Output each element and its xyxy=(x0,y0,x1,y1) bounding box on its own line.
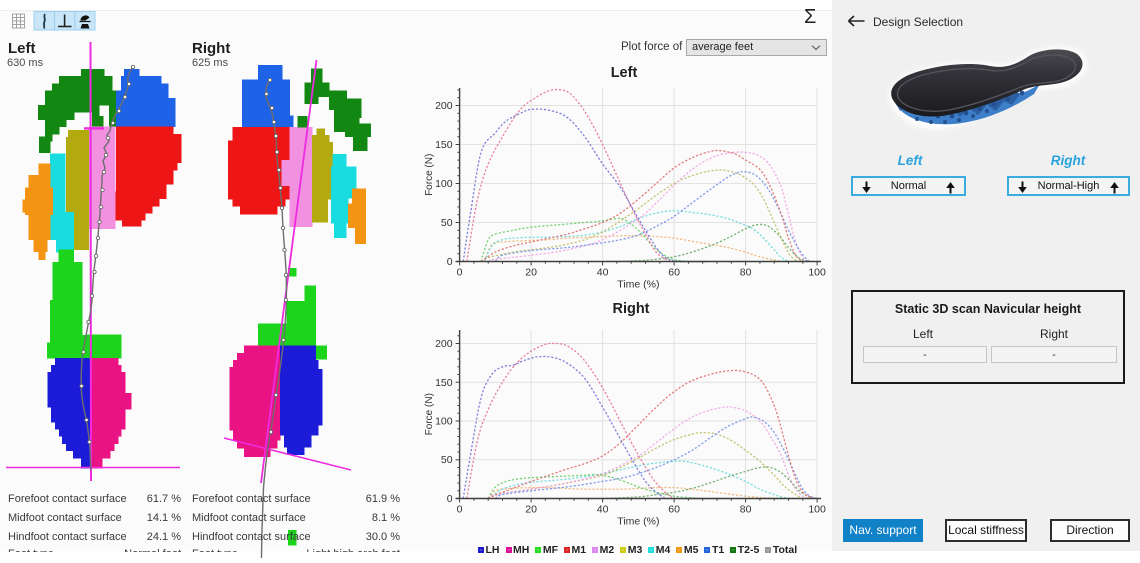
svg-text:200: 200 xyxy=(435,338,453,350)
svg-text:0: 0 xyxy=(457,504,463,516)
svg-text:50: 50 xyxy=(441,454,453,466)
svg-text:50: 50 xyxy=(441,217,453,229)
svg-text:60: 60 xyxy=(668,267,680,279)
svg-text:150: 150 xyxy=(435,139,453,151)
svg-text:60: 60 xyxy=(668,504,680,516)
svg-text:40: 40 xyxy=(597,504,609,516)
svg-text:200: 200 xyxy=(435,100,453,112)
svg-text:80: 80 xyxy=(740,267,752,279)
svg-text:0: 0 xyxy=(457,267,463,279)
svg-text:Time (%): Time (%) xyxy=(617,279,659,291)
svg-text:100: 100 xyxy=(808,504,826,516)
svg-text:Force (N): Force (N) xyxy=(424,393,435,435)
svg-text:40: 40 xyxy=(597,267,609,279)
svg-text:80: 80 xyxy=(740,504,752,516)
svg-text:Time (%): Time (%) xyxy=(617,516,659,528)
svg-text:Force (N): Force (N) xyxy=(424,154,435,196)
svg-text:100: 100 xyxy=(435,178,453,190)
svg-text:100: 100 xyxy=(808,267,826,279)
svg-text:20: 20 xyxy=(525,267,537,279)
svg-text:20: 20 xyxy=(525,504,537,516)
svg-text:0: 0 xyxy=(447,256,453,268)
svg-text:100: 100 xyxy=(435,416,453,428)
svg-text:150: 150 xyxy=(435,377,453,389)
svg-text:0: 0 xyxy=(447,493,453,505)
